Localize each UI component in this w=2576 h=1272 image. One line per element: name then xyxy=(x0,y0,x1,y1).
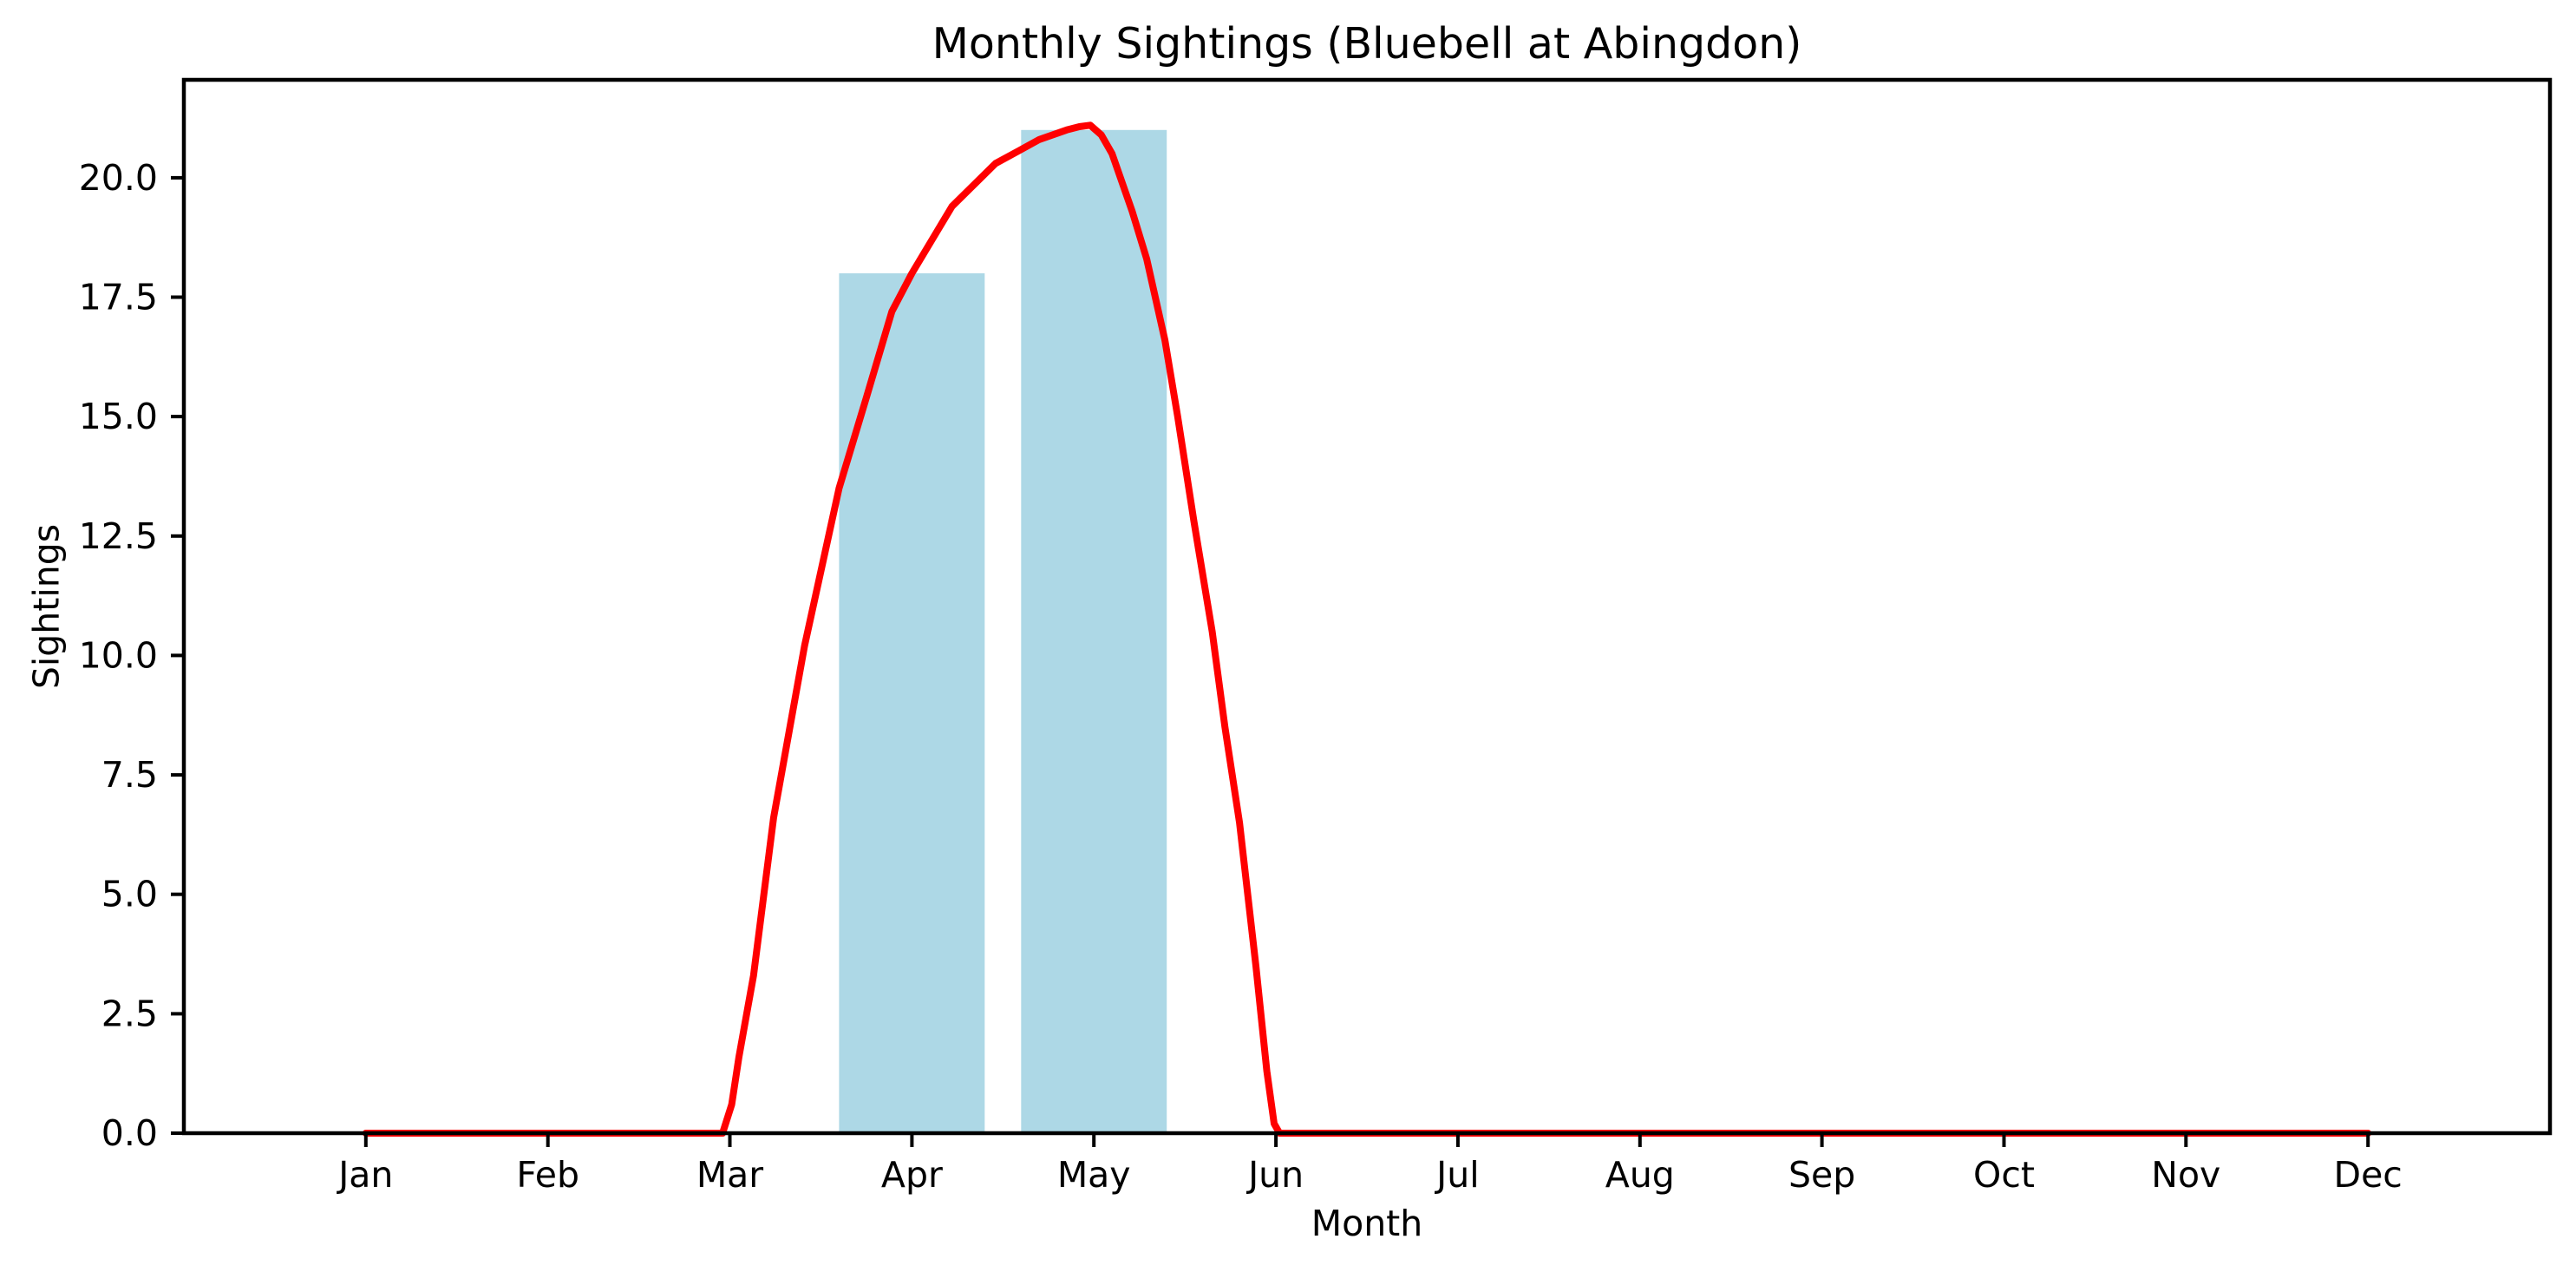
y-tick-label: 2.5 xyxy=(101,993,158,1034)
y-tick-label: 17.5 xyxy=(79,277,158,318)
x-tick-label-feb: Feb xyxy=(516,1154,579,1196)
x-tick-label-nov: Nov xyxy=(2151,1154,2220,1196)
y-tick-label: 15.0 xyxy=(79,396,158,437)
x-tick-label-sep: Sep xyxy=(1788,1154,1855,1196)
y-axis-label: Sightings xyxy=(25,523,68,690)
x-tick-label-aug: Aug xyxy=(1605,1154,1675,1196)
y-tick-label: 0.0 xyxy=(101,1112,158,1154)
x-tick-label-oct: Oct xyxy=(1973,1154,2035,1196)
x-axis-label: Month xyxy=(1311,1203,1423,1244)
y-tick-label: 10.0 xyxy=(79,634,158,676)
x-tick-label-dec: Dec xyxy=(2334,1154,2403,1196)
x-tick-label-mar: Mar xyxy=(696,1154,763,1196)
x-tick-label-jan: Jan xyxy=(336,1154,393,1196)
x-tick-label-jul: Jul xyxy=(1434,1154,1479,1196)
x-tick-label-may: May xyxy=(1057,1154,1131,1196)
y-tick-label: 7.5 xyxy=(101,754,158,796)
chart-title: Monthly Sightings (Bluebell at Abingdon) xyxy=(932,19,1802,69)
line-smoothed-sightings-line xyxy=(362,121,2372,1137)
x-tick-label-jun: Jun xyxy=(1246,1154,1304,1196)
y-tick-label: 5.0 xyxy=(101,874,158,915)
y-tick-label: 20.0 xyxy=(79,157,158,199)
x-tick-label-apr: Apr xyxy=(881,1154,943,1196)
axes-spines xyxy=(181,77,2553,1136)
bar-apr xyxy=(839,273,985,1133)
y-tick-label: 12.5 xyxy=(79,515,158,557)
bar-may xyxy=(1021,129,1167,1133)
